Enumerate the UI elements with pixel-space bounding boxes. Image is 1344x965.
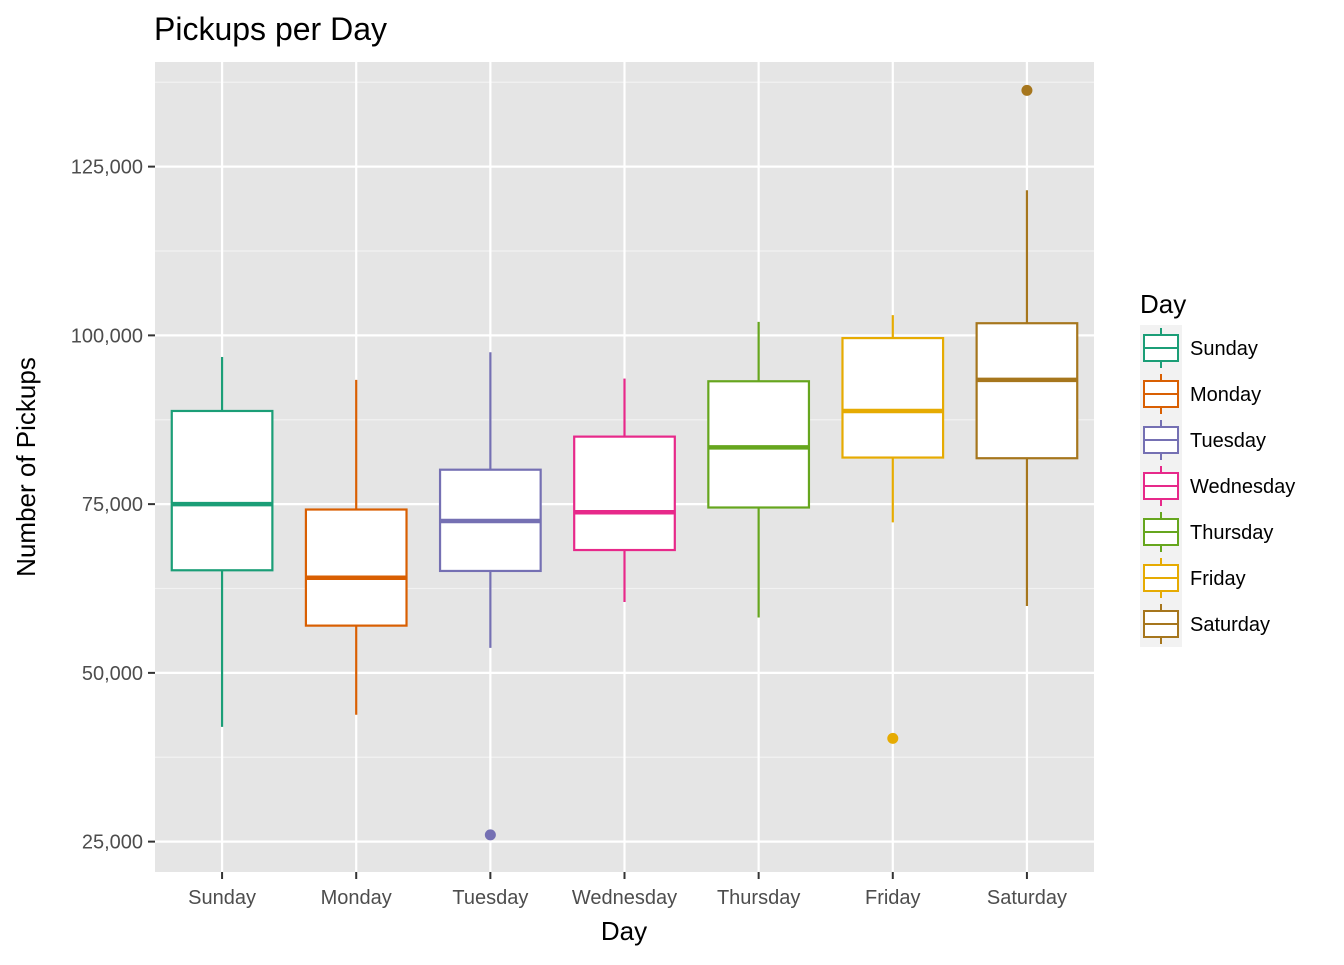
x-tick-label: Saturday [987, 887, 1067, 909]
y-tick-label: 25,000 [82, 832, 143, 854]
box-wednesday [573, 378, 676, 602]
x-tick-label: Thursday [717, 887, 800, 909]
x-tick-label: Tuesday [452, 887, 528, 909]
legend-title: Day [1140, 289, 1186, 319]
boxes [170, 84, 1079, 841]
legend-item-monday: Monday [1140, 371, 1261, 417]
y-tick-label: 100,000 [71, 325, 143, 347]
legend-label: Friday [1190, 568, 1246, 590]
x-tick-label: Sunday [188, 887, 256, 909]
legend-label: Monday [1190, 384, 1261, 406]
y-axis: 25,000 50,000 75,000 100,000 125,000 [71, 157, 155, 854]
legend-label: Wednesday [1190, 476, 1295, 498]
y-tick-label: 75,000 [82, 494, 143, 516]
chart-title: Pickups per Day [154, 11, 387, 47]
legend-item-saturday: Saturday [1140, 601, 1270, 647]
legend-item-thursday: Thursday [1140, 509, 1273, 555]
legend-label: Tuesday [1190, 430, 1266, 452]
box-saturday [975, 84, 1079, 607]
y-tick-label: 125,000 [71, 157, 143, 179]
legend-item-sunday: Sunday [1140, 325, 1258, 371]
legend-label: Sunday [1190, 338, 1258, 360]
box-monday [304, 379, 408, 715]
x-tick-label: Wednesday [572, 887, 677, 909]
outlier-point [887, 732, 899, 744]
x-axis-label: Day [601, 916, 647, 946]
legend-label: Saturday [1190, 614, 1270, 636]
x-axis: Sunday Monday Tuesday Wednesday Thursday Frid… [188, 872, 1067, 909]
box-body [841, 336, 945, 459]
box-body [170, 409, 274, 572]
outlier-point [1021, 84, 1033, 96]
box-friday [841, 315, 945, 744]
legend-label: Thursday [1190, 522, 1273, 544]
box-body [975, 322, 1079, 460]
legend: Day Sunday Monday Tuesday Wednesday Thursday… [1140, 289, 1295, 647]
y-axis-label: Number of Pickups [11, 357, 41, 577]
legend-item-wednesday: Wednesday [1140, 463, 1295, 509]
box-body [304, 508, 408, 627]
x-tick-label: Monday [321, 887, 392, 909]
box-body [707, 380, 811, 509]
x-tick-label: Friday [865, 887, 921, 909]
outlier-point [484, 829, 496, 841]
box-tuesday [438, 352, 542, 841]
legend-item-tuesday: Tuesday [1140, 417, 1266, 463]
box-thursday [707, 321, 811, 618]
box-sunday [170, 356, 274, 727]
legend-item-friday: Friday [1140, 555, 1246, 601]
box-body [573, 435, 676, 552]
y-tick-label: 50,000 [82, 663, 143, 685]
